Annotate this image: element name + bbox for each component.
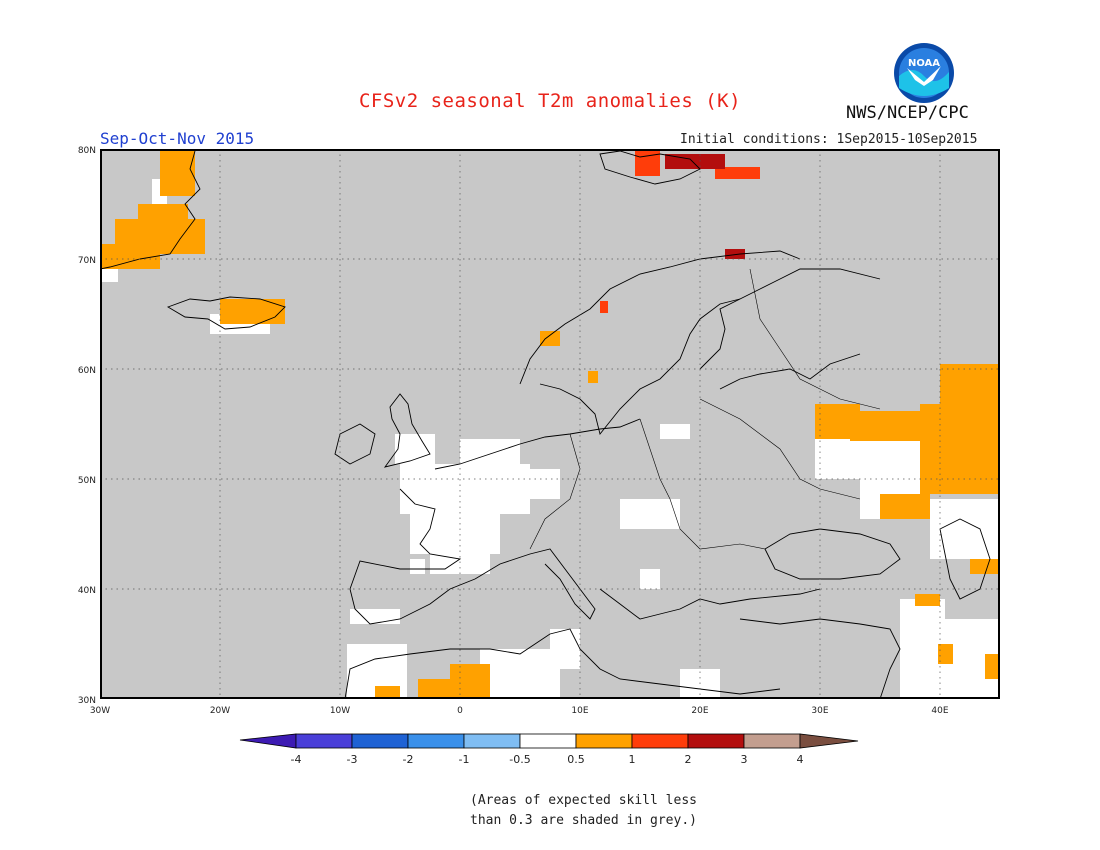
lon-axis: 30W 20W 10W 0 10E 20E 30E 40E bbox=[90, 706, 949, 716]
chart-title: CFSv2 seasonal T2m anomalies (K) bbox=[358, 90, 742, 112]
season-label: Sep-Oct-Nov 2015 bbox=[100, 129, 255, 148]
lon-tick: 10E bbox=[571, 706, 588, 716]
gridlines bbox=[100, 149, 1000, 699]
anomaly-map bbox=[100, 149, 1000, 699]
lon-tick: 0 bbox=[457, 706, 463, 716]
colorbar-bin bbox=[743, 733, 801, 749]
colorbar-label: -3 bbox=[347, 753, 358, 766]
lat-tick: 30N bbox=[78, 696, 96, 706]
skill-note-line: (Areas of expected skill less bbox=[470, 793, 697, 808]
colorbar-arrow-low bbox=[239, 733, 297, 749]
svg-text:NOAA: NOAA bbox=[908, 58, 940, 69]
lon-tick: 40E bbox=[931, 706, 948, 716]
colorbar-label: -1 bbox=[459, 753, 470, 766]
colorbar-bin bbox=[407, 733, 465, 749]
colorbar-bin bbox=[351, 733, 409, 749]
colorbar-label: 3 bbox=[741, 753, 748, 766]
colorbar-label: -2 bbox=[403, 753, 414, 766]
lon-tick: 10W bbox=[330, 706, 350, 716]
colorbar-label: 4 bbox=[797, 753, 804, 766]
lon-tick: 20E bbox=[691, 706, 708, 716]
colorbar-label: -4 bbox=[291, 753, 302, 766]
skill-note-line: than 0.3 are shaded in grey.) bbox=[470, 813, 697, 828]
lon-tick: 30W bbox=[90, 706, 110, 716]
colorbar-bin bbox=[687, 733, 745, 749]
lat-axis: 80N 70N 60N 50N 40N 30N bbox=[78, 146, 96, 706]
agency-label: NWS/NCEP/CPC bbox=[846, 103, 969, 123]
lon-tick: 20W bbox=[210, 706, 230, 716]
colorbar-label: 2 bbox=[685, 753, 692, 766]
colorbar-bin bbox=[575, 733, 633, 749]
colorbar-bin bbox=[631, 733, 689, 749]
colorbar-bin bbox=[463, 733, 521, 749]
coastlines bbox=[100, 150, 991, 699]
colorbar-bin bbox=[295, 733, 353, 749]
colorbar-bin bbox=[519, 733, 577, 749]
map-frame bbox=[100, 149, 1000, 699]
lat-tick: 50N bbox=[78, 476, 96, 486]
noaa-logo: NOAA bbox=[894, 43, 954, 103]
lat-tick: 70N bbox=[78, 256, 96, 266]
colorbar: -4 -3 -2 -1 -0.5 0.5 1 2 3 4 bbox=[239, 733, 859, 766]
skill-note: (Areas of expected skill less than 0.3 a… bbox=[470, 791, 730, 831]
initial-conditions-label: Initial conditions: 1Sep2015-10Sep2015 bbox=[680, 132, 978, 147]
colorbar-arrow-high bbox=[799, 733, 859, 749]
colorbar-label: -0.5 bbox=[509, 753, 530, 766]
lon-tick: 30E bbox=[811, 706, 828, 716]
hot-anomaly-areas bbox=[600, 151, 760, 313]
colorbar-label: 1 bbox=[629, 753, 636, 766]
lat-tick: 60N bbox=[78, 366, 96, 376]
lat-tick: 40N bbox=[78, 586, 96, 596]
lat-tick: 80N bbox=[78, 146, 96, 156]
colorbar-label: 0.5 bbox=[567, 753, 585, 766]
